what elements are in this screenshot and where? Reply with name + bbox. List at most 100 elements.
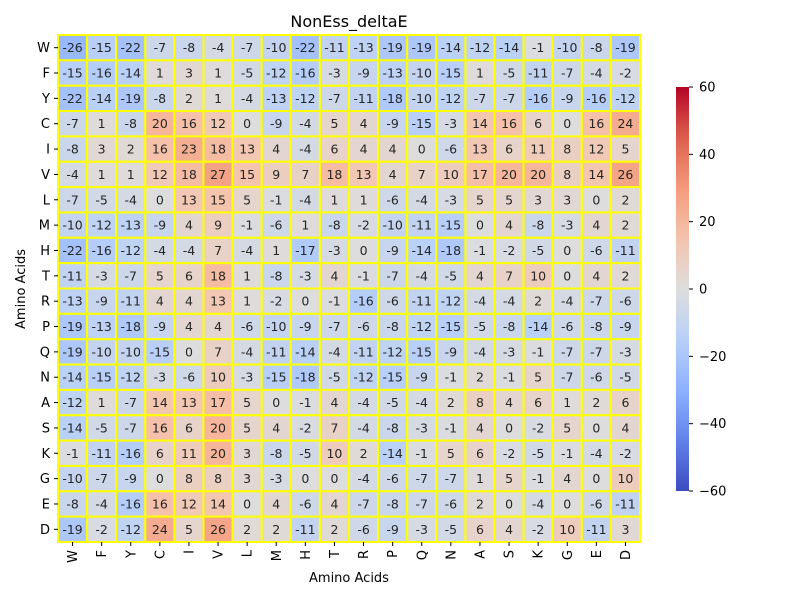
heatmap-cell bbox=[377, 110, 409, 138]
heatmap-cell bbox=[86, 287, 118, 315]
cell-value-label: 10 bbox=[443, 167, 459, 182]
cell-value-label: 3 bbox=[621, 522, 629, 537]
cell-value-label: -22 bbox=[295, 40, 315, 55]
cell-value-label: -8 bbox=[66, 142, 79, 157]
cell-value-label: -12 bbox=[382, 344, 402, 359]
cell-value-label: -6 bbox=[299, 496, 312, 511]
colorbar: 60 40 20 0 −20 −40 −60 bbox=[676, 81, 726, 500]
cell-value-label: -6 bbox=[386, 471, 399, 486]
x-tick-label: M bbox=[270, 550, 285, 561]
heatmap-cell bbox=[289, 464, 321, 493]
cell-value-label: 16 bbox=[152, 496, 168, 511]
cell-value-label: -15 bbox=[382, 370, 402, 385]
cell-value-label: -8 bbox=[503, 319, 516, 334]
cell-value-label: -7 bbox=[154, 40, 166, 55]
cell-value-label: -18 bbox=[121, 319, 141, 334]
cell-value-label: -19 bbox=[412, 40, 432, 55]
cell-value-label: -11 bbox=[266, 344, 286, 359]
heatmap-cell bbox=[493, 59, 525, 87]
heatmap-cell bbox=[260, 34, 292, 62]
cell-value-label: 5 bbox=[243, 192, 251, 207]
y-tick-label: D bbox=[40, 523, 50, 538]
cell-value-label: -22 bbox=[121, 40, 141, 55]
cell-value-label: -10 bbox=[412, 66, 432, 81]
x-tick-label: Y bbox=[124, 550, 139, 559]
cell-value-label: -15 bbox=[91, 40, 111, 55]
cell-value-label: -3 bbox=[503, 344, 515, 359]
cell-value-label: 1 bbox=[360, 192, 368, 207]
cell-value-label: 12 bbox=[210, 116, 226, 131]
heatmap-cell bbox=[609, 110, 642, 138]
cell-value-label: -4 bbox=[183, 243, 196, 258]
y-tick-label: Y bbox=[41, 92, 50, 107]
heatmap-cell bbox=[493, 135, 525, 163]
cell-value-label: -15 bbox=[412, 344, 432, 359]
cell-value-label: -1 bbox=[474, 243, 486, 258]
cell-value-label: 16 bbox=[588, 116, 604, 131]
cell-value-label: 13 bbox=[239, 142, 255, 157]
heatmap-cell bbox=[202, 186, 234, 214]
cell-value-label: 0 bbox=[418, 142, 426, 157]
cell-value-label: 5 bbox=[476, 192, 484, 207]
cell-value-label: 0 bbox=[563, 116, 571, 131]
cell-value-label: -3 bbox=[416, 522, 428, 537]
cell-value-label: -15 bbox=[441, 319, 461, 334]
cell-value-label: -1 bbox=[503, 370, 515, 385]
cell-value-label: -26 bbox=[62, 40, 82, 55]
heatmap-cell bbox=[260, 110, 292, 138]
cell-value-label: 0 bbox=[301, 471, 309, 486]
cell-value-label: 0 bbox=[505, 496, 513, 511]
cell-value-label: -4 bbox=[357, 395, 370, 410]
cell-value-label: -12 bbox=[441, 294, 461, 309]
cell-value-label: -3 bbox=[328, 66, 340, 81]
heatmap-cell bbox=[464, 160, 496, 189]
cell-value-label: -3 bbox=[416, 420, 428, 435]
cell-value-label: 10 bbox=[617, 471, 633, 486]
cell-value-label: 1 bbox=[243, 294, 251, 309]
cell-value-label: -16 bbox=[121, 446, 141, 461]
cell-value-label: 2 bbox=[534, 294, 542, 309]
cell-value-label: -7 bbox=[66, 192, 78, 207]
cell-value-label: 1 bbox=[301, 218, 309, 233]
cell-value-label: -10 bbox=[382, 218, 402, 233]
cell-value-label: -12 bbox=[412, 319, 432, 334]
heatmap-cell bbox=[609, 439, 642, 467]
heatmap-cell bbox=[202, 363, 234, 391]
y-tick-label: A bbox=[41, 396, 50, 411]
cell-value-label: 11 bbox=[530, 142, 546, 157]
heatmap-cell bbox=[609, 338, 642, 366]
cell-value-label: -5 bbox=[241, 66, 253, 81]
cell-value-label: -15 bbox=[91, 370, 111, 385]
cell-value-label: 0 bbox=[476, 218, 484, 233]
cell-value-label: -8 bbox=[270, 268, 283, 283]
cell-value-label: 2 bbox=[621, 268, 629, 283]
cell-value-label: -5 bbox=[445, 522, 457, 537]
x-tick-label: P bbox=[386, 550, 401, 558]
heatmap-cell bbox=[522, 34, 554, 62]
cell-value-label: -12 bbox=[353, 370, 373, 385]
cell-value-label: -5 bbox=[386, 395, 398, 410]
heatmap-cell bbox=[115, 363, 147, 391]
cell-value-label: -6 bbox=[590, 243, 603, 258]
cell-value-label: 4 bbox=[360, 116, 368, 131]
cell-value-label: 2 bbox=[127, 142, 135, 157]
cell-value-label: -7 bbox=[416, 496, 428, 511]
heatmap-cell bbox=[86, 388, 118, 417]
cell-value-label: -14 bbox=[62, 420, 82, 435]
x-tick-label: E bbox=[590, 550, 605, 558]
heatmap-cell bbox=[609, 236, 642, 265]
cell-value-label: -10 bbox=[266, 40, 286, 55]
heatmap-cell bbox=[493, 312, 525, 341]
heatmap-cell bbox=[377, 312, 409, 341]
heatmap-cell bbox=[260, 388, 292, 417]
cell-value-label: -6 bbox=[357, 319, 370, 334]
y-tick-label: W bbox=[37, 41, 50, 56]
cell-value-label: 18 bbox=[210, 142, 226, 157]
cell-value-label: -13 bbox=[62, 294, 82, 309]
cell-value-label: -1 bbox=[241, 218, 253, 233]
cell-value-label: 4 bbox=[330, 268, 338, 283]
cell-value-label: 10 bbox=[559, 522, 575, 537]
heatmap-cell bbox=[377, 414, 409, 442]
y-tick-label: E bbox=[42, 497, 50, 512]
cell-value-label: 5 bbox=[243, 420, 251, 435]
